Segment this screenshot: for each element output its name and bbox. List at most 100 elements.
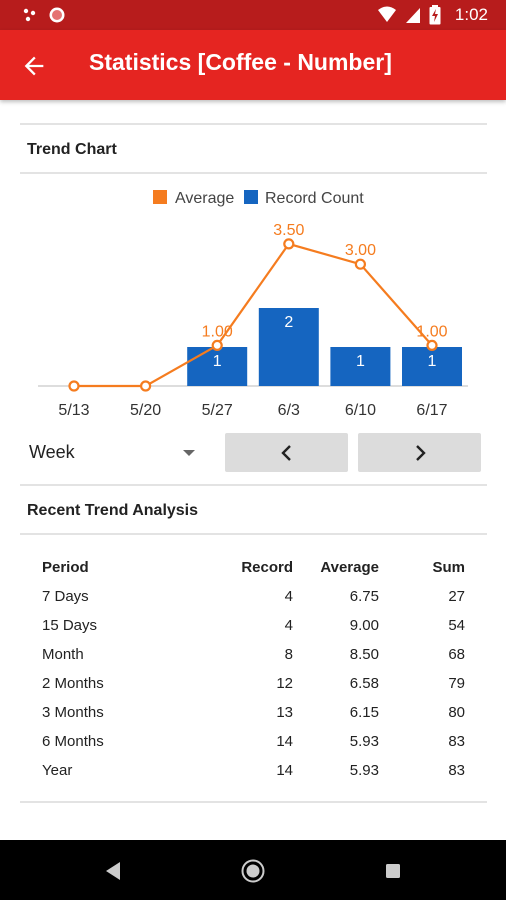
- table-row: 3 Months 13 6.15 80: [42, 700, 467, 729]
- nav-recents-icon[interactable]: [385, 863, 401, 879]
- cell-period: Year: [42, 762, 73, 779]
- divider: [20, 123, 487, 125]
- nav-home-icon[interactable]: [241, 859, 265, 883]
- analysis-title: Recent Trend Analysis: [27, 502, 199, 519]
- bar-record-count: [330, 347, 391, 386]
- cell-period: 7 Days: [42, 588, 89, 605]
- period-dropdown-value: Week: [29, 442, 75, 462]
- cell-sum: 68: [448, 646, 465, 663]
- back-arrow-icon[interactable]: [20, 52, 48, 80]
- battery-charging-icon: [429, 5, 441, 25]
- chevron-left-icon: [280, 444, 291, 461]
- divider: [20, 533, 487, 535]
- cell-period: Month: [42, 646, 84, 663]
- table-row: Month 8 8.50 68: [42, 642, 467, 671]
- cell-period: 15 Days: [42, 617, 98, 634]
- signal-icon: [405, 8, 420, 23]
- cell-period: 6 Months: [42, 733, 104, 750]
- average-data-label: 1.00: [416, 323, 447, 340]
- app-bar: Statistics [Coffee - Number]: [0, 30, 506, 100]
- average-point: [426, 339, 438, 351]
- x-tick-label: 6/17: [416, 402, 447, 419]
- wifi-icon: [377, 6, 396, 22]
- legend-record-count-swatch: [244, 190, 258, 204]
- legend-record-count-label: Record Count: [265, 190, 364, 207]
- cell-record: 4: [284, 588, 293, 605]
- status-bar: 1:02: [0, 0, 506, 30]
- legend-average-label: Average: [175, 190, 234, 207]
- cell-record: 14: [276, 762, 293, 779]
- bar-data-label: 2: [284, 314, 293, 331]
- cell-record: 4: [284, 617, 293, 634]
- cell-sum: 54: [448, 617, 465, 634]
- previous-period-button[interactable]: [225, 433, 348, 472]
- divider: [20, 484, 487, 486]
- average-data-label: 1.00: [202, 323, 233, 340]
- cell-average: 5.93: [349, 762, 379, 779]
- cell-sum: 80: [448, 704, 465, 721]
- dropdown-caret-icon: [183, 450, 195, 456]
- table-row: 6 Months 14 5.93 83: [42, 729, 467, 758]
- divider: [20, 801, 487, 803]
- trend-analysis-table: Period Record Average Sum 7 Days 4 6.75 …: [42, 555, 467, 787]
- cell-sum: 27: [448, 588, 465, 605]
- cell-sum: 83: [448, 762, 465, 779]
- table-row: 15 Days 4 9.00 54: [42, 613, 467, 642]
- page-title: Statistics [Coffee - Number]: [89, 49, 392, 75]
- system-nav-bar: [0, 840, 506, 900]
- header-average: Average: [320, 559, 379, 576]
- bar-record-count: [258, 308, 319, 386]
- nav-back-icon[interactable]: [104, 861, 122, 881]
- average-point: [68, 380, 80, 392]
- cell-average: 8.50: [349, 646, 379, 663]
- cell-record: 8: [284, 646, 293, 663]
- cell-record: 12: [276, 675, 293, 692]
- average-point: [211, 339, 223, 351]
- average-line: [74, 242, 433, 388]
- x-tick-label: 5/13: [58, 402, 89, 419]
- table-row: 7 Days 4 6.75 27: [42, 584, 467, 613]
- average-data-label: 3.00: [345, 242, 376, 259]
- bar-record-count: [187, 347, 248, 386]
- next-period-button[interactable]: [358, 433, 481, 472]
- bar-data-label: 1: [213, 353, 222, 370]
- cell-period: 3 Months: [42, 704, 104, 721]
- cell-sum: 83: [448, 733, 465, 750]
- x-tick-label: 6/3: [278, 402, 300, 419]
- chevron-right-icon: [415, 444, 426, 461]
- cell-average: 6.58: [349, 675, 379, 692]
- x-tick-label: 5/20: [130, 402, 161, 419]
- bar-record-count: [402, 347, 462, 386]
- cell-average: 5.93: [349, 733, 379, 750]
- trend-chart: Average Record Count 1 2 1 1 1.00 3.50 3.00 1.00 5…: [38, 190, 468, 419]
- period-dropdown[interactable]: Week: [20, 432, 205, 472]
- legend-average-swatch: [153, 190, 167, 204]
- cell-sum: 79: [448, 675, 465, 692]
- status-right-icons: 1:02: [377, 5, 488, 25]
- average-data-label: 3.50: [273, 222, 304, 239]
- header-record: Record: [241, 559, 293, 576]
- status-time: 1:02: [454, 5, 488, 24]
- cell-record: 14: [276, 733, 293, 750]
- header-sum: Sum: [432, 559, 465, 576]
- divider: [20, 172, 487, 174]
- table-row: 2 Months 12 6.58 79: [42, 671, 467, 700]
- table-row: Year 14 5.93 83: [42, 758, 467, 787]
- header-period: Period: [42, 559, 89, 576]
- cell-record: 13: [276, 704, 293, 721]
- trend-chart-title: Trend Chart: [27, 141, 117, 158]
- bar-data-label: 1: [356, 353, 365, 370]
- table-header-row: Period Record Average Sum: [42, 555, 467, 584]
- average-point: [283, 238, 295, 250]
- average-point: [140, 380, 152, 392]
- average-point: [354, 258, 366, 270]
- bar-data-label: 1: [428, 353, 437, 370]
- cell-average: 6.75: [349, 588, 379, 605]
- cell-period: 2 Months: [42, 675, 104, 692]
- x-tick-label: 6/10: [345, 402, 376, 419]
- record-icon: [49, 7, 65, 23]
- x-tick-label: 5/27: [202, 402, 233, 419]
- app-notification-icon: [23, 8, 36, 22]
- cell-average: 6.15: [349, 704, 379, 721]
- cell-average: 9.00: [349, 617, 379, 634]
